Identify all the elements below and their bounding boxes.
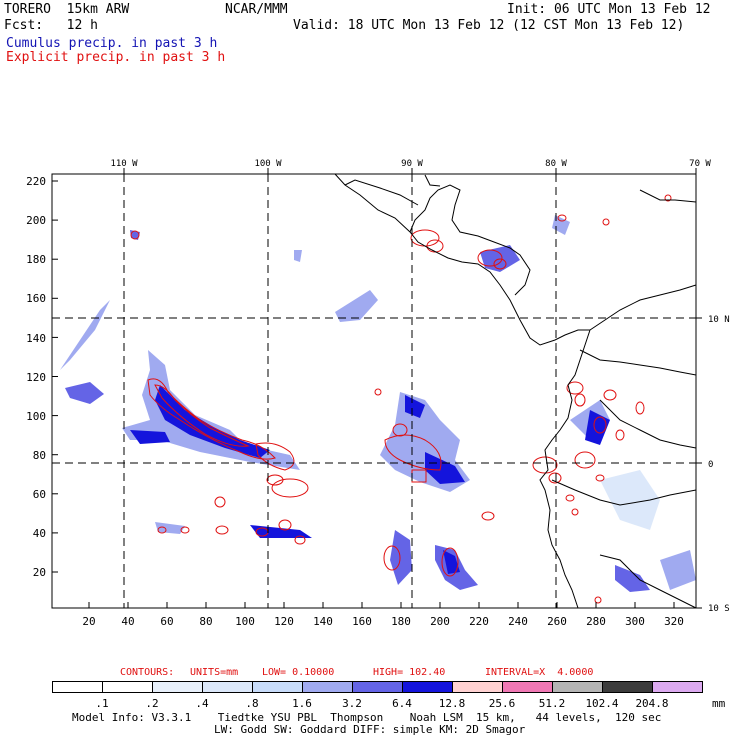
x-tick-label: 280: [586, 615, 606, 628]
colorbar-label: .1: [95, 697, 109, 710]
x-tick-label: 260: [547, 615, 567, 628]
y-tick-label: 80: [33, 449, 46, 462]
y-tick-label: 180: [26, 253, 46, 266]
x-tick-label: 40: [121, 615, 134, 628]
colorbar-swatch: [352, 681, 403, 693]
x-tick-label: 180: [391, 615, 411, 628]
colorbar-swatch: [302, 681, 353, 693]
x-tick-label: 300: [625, 615, 645, 628]
forecast-hour: Fcst: 12 h: [4, 18, 98, 33]
lat-label-10n: 10 N: [708, 315, 730, 325]
x-tick-label: 200: [430, 615, 450, 628]
x-tick-label: 240: [508, 615, 528, 628]
x-tick-label: 220: [469, 615, 489, 628]
axis-tick-marks: [52, 168, 702, 609]
colorbar-label: .2: [145, 697, 159, 710]
lon-label-80w: 80 W: [545, 159, 567, 169]
y-tick-label: 160: [26, 292, 46, 305]
colorbar-swatch: [252, 681, 303, 693]
x-tick-label: 140: [313, 615, 333, 628]
x-tick-label: 320: [664, 615, 684, 628]
x-tick-label: 160: [352, 615, 372, 628]
colorbar-swatch: [502, 681, 553, 693]
colorbar-label: 3.2: [342, 697, 362, 710]
valid-time: Valid: 18 UTC Mon 13 Feb 12 (12 CST Mon …: [293, 18, 685, 33]
y-tick-label: 40: [33, 527, 46, 540]
colorbar-swatch: [102, 681, 153, 693]
explicit-legend: Explicit precip. in past 3 h: [6, 50, 226, 65]
cumulus-precip-shading: [60, 215, 696, 592]
x-tick-label: 100: [235, 615, 255, 628]
colorbar-swatch: [202, 681, 253, 693]
colorbar-label: 1.6: [292, 697, 312, 710]
contours-units: UNITS=mm: [190, 667, 239, 678]
y-tick-label: 100: [26, 410, 46, 423]
model-info: Model Info: V3.3.1 Tiedtke YSU PBL Thomp…: [72, 711, 662, 724]
coastlines: [334, 173, 697, 609]
colorbar-label: 204.8: [635, 697, 669, 710]
x-tick-label: 80: [199, 615, 212, 628]
lon-label-100w: 100 W: [254, 159, 282, 169]
contours-label: CONTOURS:: [120, 667, 175, 678]
y-tick-label: 200: [26, 214, 46, 227]
y-tick-label: 60: [33, 488, 46, 501]
colorbar-swatch: [402, 681, 453, 693]
lat-label-0: 0: [708, 460, 713, 470]
colorbar-label: .4: [195, 697, 209, 710]
colorbar-swatch: [52, 681, 103, 693]
x-tick-label: 120: [274, 615, 294, 628]
colorbar-swatch: [552, 681, 603, 693]
lon-label-110w: 110 W: [110, 159, 138, 169]
colorbar-swatch: [452, 681, 503, 693]
colorbar-label: 6.4: [392, 697, 412, 710]
lon-label-70w: 70 W: [689, 159, 711, 169]
lon-label-90w: 90 W: [401, 159, 423, 169]
y-tick-label: 20: [33, 566, 46, 579]
colorbar-swatch: [602, 681, 653, 693]
x-tick-label: 60: [160, 615, 173, 628]
y-tick-label: 140: [26, 332, 46, 345]
colorbar-label: .8: [245, 697, 259, 710]
colorbar-label: 102.4: [585, 697, 619, 710]
colorbar-unit: mm: [712, 697, 726, 710]
contours-interval: INTERVAL=X 4.0000: [485, 667, 594, 678]
colorbar-label: 12.8: [438, 697, 466, 710]
y-tick-label: 120: [26, 371, 46, 384]
y-tick-label: 220: [26, 175, 46, 188]
init-time: Init: 06 UTC Mon 13 Feb 12: [507, 2, 711, 17]
colorbar-label: 51.2: [538, 697, 566, 710]
cumulus-legend: Cumulus precip. in past 3 h: [6, 36, 218, 51]
model-title: TORERO 15km ARW: [4, 2, 130, 17]
contours-high: HIGH= 102.40: [373, 667, 446, 678]
map-frame: [51, 173, 697, 609]
lat-label-10s: 10 S: [708, 604, 730, 614]
physics-info: LW: Godd SW: Goddard DIFF: simple KM: 2D…: [214, 723, 526, 736]
explicit-precip-contours: [130, 194, 672, 604]
colorbar-label: 25.6: [488, 697, 516, 710]
contours-low: LOW= 0.10000: [262, 667, 335, 678]
org-label: NCAR/MMM: [225, 2, 288, 17]
colorbar-swatch: [152, 681, 203, 693]
lat-lon-grid: [52, 174, 696, 608]
x-tick-label: 20: [82, 615, 95, 628]
colorbar-swatch: [652, 681, 703, 693]
